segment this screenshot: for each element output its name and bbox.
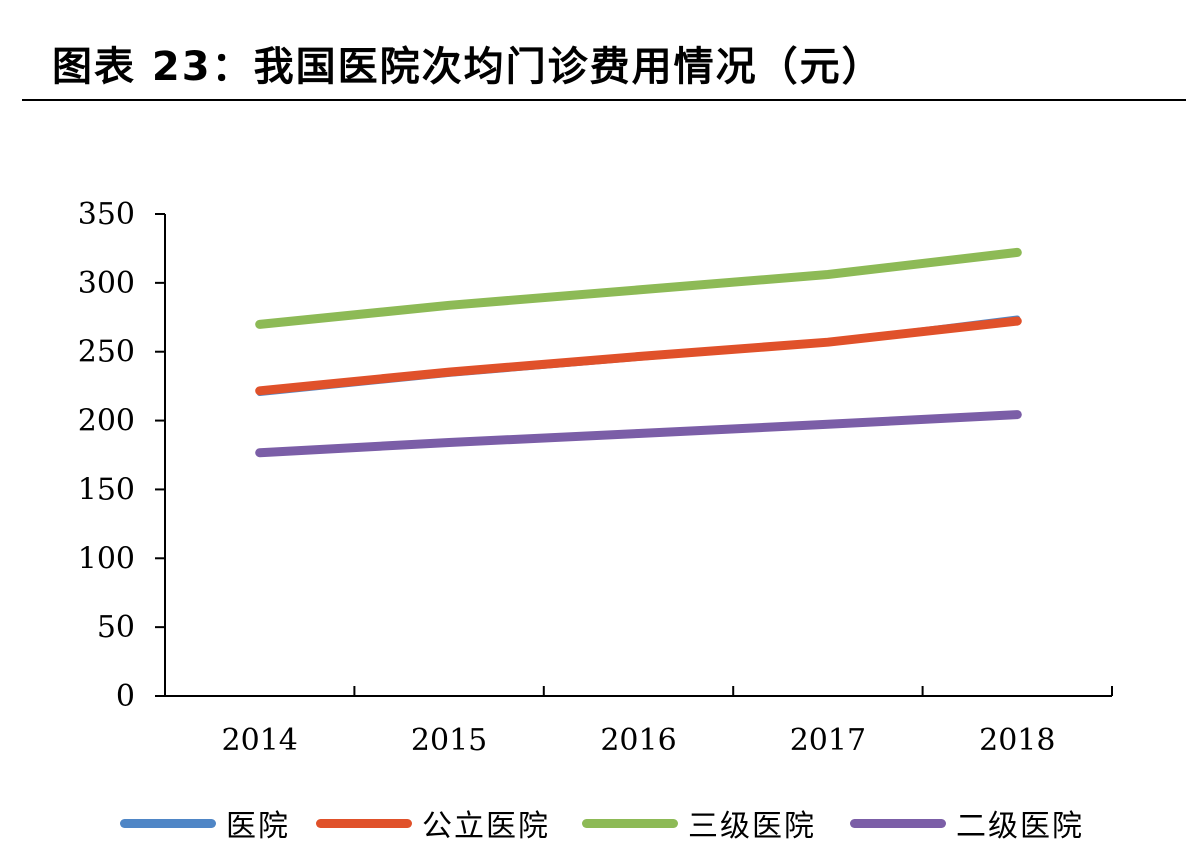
chart-legend: 医院 公立医院 三级医院 二级医院 bbox=[0, 798, 1186, 848]
y-tick-label: 200 bbox=[78, 404, 135, 439]
figure-title: 图表 23：我国医院次均门诊费用情况（元） bbox=[52, 44, 884, 90]
legend-item-public-hospital: 公立医院 bbox=[316, 798, 550, 848]
legend-label-secondary-hospital: 二级医院 bbox=[956, 809, 1084, 844]
y-tick-label: 150 bbox=[78, 472, 135, 507]
series-line-1 bbox=[255, 316, 1022, 396]
legend-item-hospital: 医院 bbox=[120, 798, 290, 848]
legend-label-hospital: 医院 bbox=[226, 809, 290, 844]
series-line-2 bbox=[255, 247, 1022, 329]
x-tick-label: 2018 bbox=[979, 723, 1055, 758]
series-line-3 bbox=[255, 410, 1022, 458]
legend-swatch-public-hospital bbox=[316, 818, 412, 828]
y-tick-label: 100 bbox=[78, 541, 135, 576]
legend-item-secondary-hospital: 二级医院 bbox=[850, 798, 1084, 848]
legend-item-tertiary-hospital: 三级医院 bbox=[582, 798, 816, 848]
y-tick-label: 0 bbox=[116, 679, 135, 714]
legend-swatch-hospital bbox=[120, 818, 216, 828]
x-tick-label: 2017 bbox=[790, 723, 866, 758]
chart-series bbox=[255, 247, 1022, 458]
y-tick-label: 50 bbox=[97, 610, 135, 645]
line-chart: 0 50 100 150 200 250 300 350 2014 2015 2016 2017 201… bbox=[78, 197, 1113, 758]
x-tick-label: 2014 bbox=[222, 723, 298, 758]
x-tick-label: 2015 bbox=[411, 723, 487, 758]
y-tick-label: 250 bbox=[78, 335, 135, 370]
legend-label-tertiary-hospital: 三级医院 bbox=[688, 809, 816, 844]
legend-swatch-secondary-hospital bbox=[850, 818, 946, 828]
x-tick-label: 2016 bbox=[600, 723, 676, 758]
title-rule bbox=[22, 99, 1186, 101]
chart-axes: 0 50 100 150 200 250 300 350 2014 2015 2016 2017 201… bbox=[78, 197, 1113, 758]
legend-swatch-tertiary-hospital bbox=[582, 818, 678, 828]
y-tick-label: 300 bbox=[78, 266, 135, 301]
y-tick-label: 350 bbox=[78, 197, 135, 232]
legend-label-public-hospital: 公立医院 bbox=[422, 809, 550, 844]
